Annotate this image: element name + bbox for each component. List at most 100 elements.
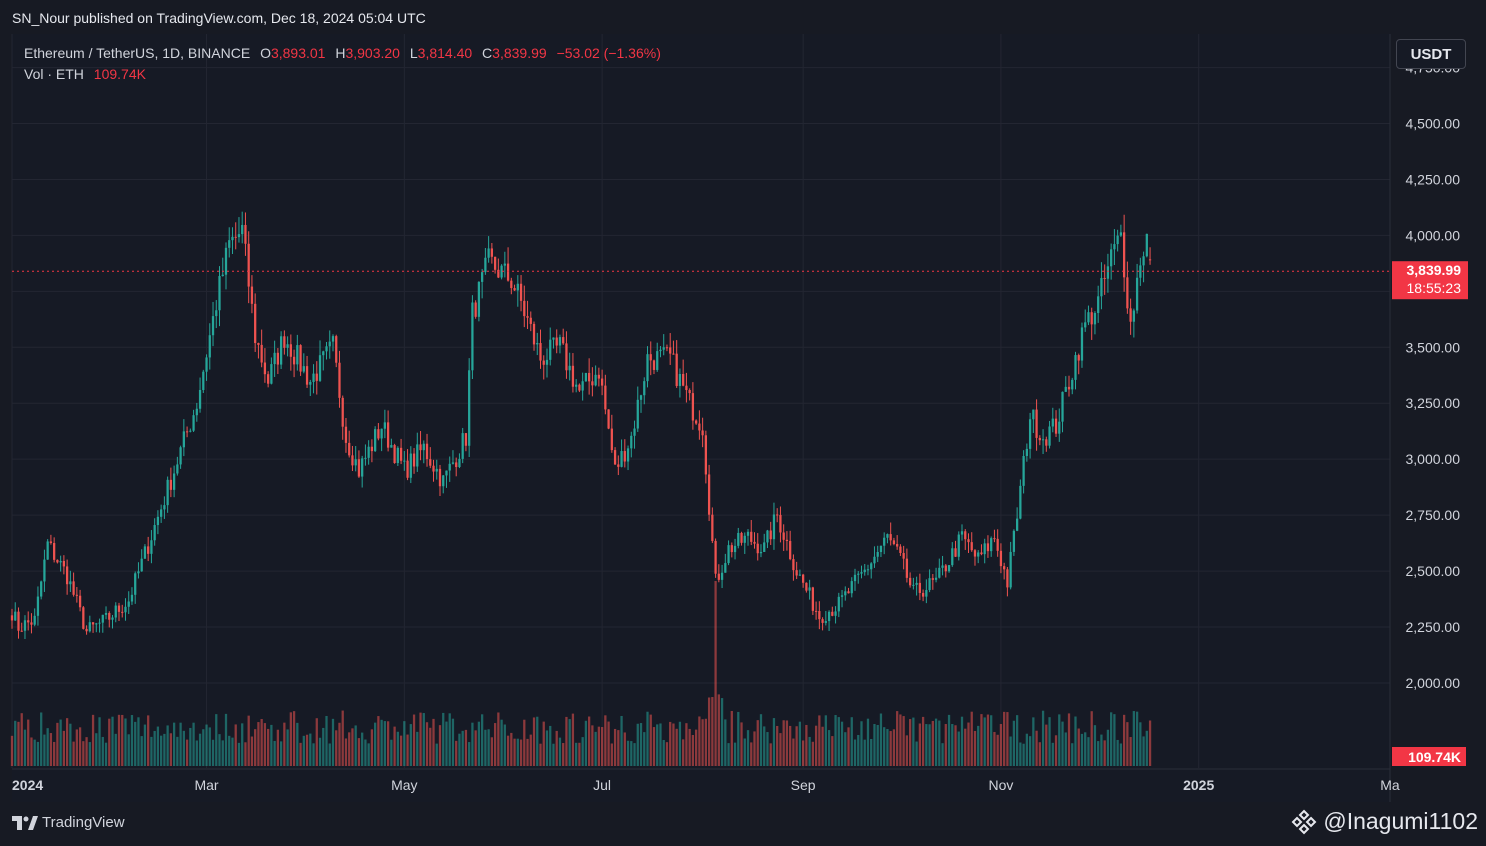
volume-bar: [202, 729, 205, 766]
volume-label[interactable]: Vol · ETH: [24, 66, 84, 82]
candle: [532, 321, 536, 351]
candle-body: [954, 548, 957, 557]
volume-bar: [630, 741, 633, 766]
candle-body: [915, 582, 918, 585]
volume-bar: [977, 725, 980, 766]
candle: [720, 564, 724, 589]
author-credit: @Inagumi1102: [1291, 808, 1478, 835]
candle-body: [967, 539, 970, 543]
candle: [714, 538, 717, 578]
candle: [562, 328, 565, 345]
volume-bar: [448, 713, 451, 766]
candle: [591, 367, 594, 397]
candle-body: [805, 582, 808, 591]
candle: [198, 377, 202, 413]
volume-bar: [425, 722, 429, 766]
volume-bar: [344, 738, 348, 766]
candle-body: [620, 451, 623, 467]
volume-bar: [273, 740, 276, 766]
tradingview-logo[interactable]: TradingView: [12, 814, 125, 831]
candle-body: [960, 531, 964, 535]
volume-bar: [633, 743, 636, 766]
volume-bar: [442, 712, 445, 766]
volume-bar: [62, 730, 66, 766]
candle-body: [69, 581, 72, 585]
candle-body: [753, 541, 756, 544]
candle: [584, 372, 588, 382]
candle-body: [211, 316, 215, 336]
volume-bar: [211, 739, 215, 766]
candle-body: [996, 538, 999, 551]
candle: [782, 524, 785, 551]
volume-bar: [879, 713, 883, 766]
volume-bar: [827, 730, 831, 766]
candle: [292, 349, 296, 378]
candle-body: [111, 617, 114, 620]
candle: [1071, 377, 1074, 395]
candle-body: [724, 563, 727, 573]
candle: [565, 331, 568, 379]
candle-body: [257, 343, 260, 345]
currency-button[interactable]: USDT: [1396, 39, 1466, 69]
volume-bar: [789, 725, 792, 766]
candle: [983, 538, 986, 564]
volume-bar: [892, 729, 896, 766]
volume-bar: [562, 743, 565, 766]
volume-bar: [49, 733, 53, 766]
candle-body: [1041, 439, 1045, 441]
candle: [40, 580, 43, 600]
volume-bar: [938, 720, 941, 766]
volume-bar: [1015, 715, 1019, 766]
volume-bar: [840, 721, 844, 766]
candle-body: [1048, 426, 1051, 446]
volume-bar: [114, 733, 117, 766]
volume-bar: [464, 729, 468, 766]
candle: [364, 444, 367, 466]
volume-bar: [292, 711, 296, 766]
volume-bar: [276, 729, 280, 766]
volume-bar: [513, 738, 516, 766]
volume-bar: [584, 720, 588, 766]
candle: [555, 329, 558, 354]
volume-bar: [772, 718, 776, 766]
candle: [260, 329, 263, 368]
volume-bar: [101, 736, 104, 766]
candle: [1100, 262, 1103, 310]
candle-body: [474, 302, 477, 317]
candle: [662, 334, 665, 356]
candle: [390, 438, 393, 448]
candle: [341, 395, 344, 440]
candle: [429, 447, 432, 469]
candle-body: [639, 395, 643, 400]
candle-body: [879, 545, 883, 552]
candle: [947, 564, 951, 573]
volume-bar: [134, 721, 137, 766]
candle-body: [720, 572, 724, 580]
volume-bar: [870, 738, 873, 766]
candle: [254, 293, 257, 352]
candle-body: [396, 447, 399, 464]
volume-bar: [886, 729, 889, 766]
volume-bar: [461, 730, 464, 766]
volume-bar: [471, 722, 474, 766]
candle-body: [999, 550, 1003, 567]
candle: [795, 561, 798, 580]
candle: [623, 439, 626, 468]
candle: [617, 455, 620, 476]
time-tick-label: Mar: [194, 777, 218, 793]
volume-bar: [493, 723, 497, 766]
candle-body: [270, 364, 273, 384]
candle-body: [899, 546, 902, 553]
candle: [678, 368, 682, 398]
candle-body: [312, 373, 315, 382]
candle-body: [798, 574, 802, 576]
symbol-label[interactable]: Ethereum / TetherUS, 1D, BINANCE: [24, 45, 251, 61]
candle: [309, 379, 312, 397]
candle: [853, 568, 857, 591]
candle-body: [947, 565, 951, 572]
candle: [36, 586, 40, 626]
volume-bar: [811, 741, 814, 766]
candle: [195, 402, 198, 422]
candle: [513, 284, 516, 291]
